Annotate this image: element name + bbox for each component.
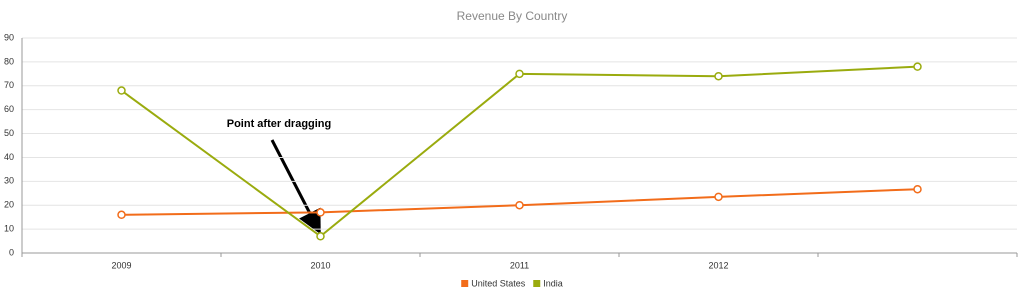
y-tick-label: 40: [4, 152, 14, 162]
y-tick-label: 90: [4, 32, 14, 42]
data-point: [913, 62, 922, 71]
legend-label: United States: [471, 278, 526, 288]
legend-swatch: [461, 280, 469, 287]
data-point: [714, 71, 723, 81]
x-tick-label: 2011: [510, 260, 529, 270]
x-tick-label: 2009: [111, 260, 131, 270]
legend-swatch: [533, 280, 541, 287]
data-point: [515, 69, 524, 79]
y-tick-label: 70: [4, 80, 14, 90]
annotation-arrow: [270, 139, 321, 235]
annotation: Point after dragging: [227, 118, 332, 130]
data-point: [913, 184, 922, 194]
data-point: [117, 210, 126, 220]
y-tick-label: 50: [4, 128, 14, 138]
y-tick-label: 80: [4, 56, 14, 66]
y-tick-label: 60: [4, 104, 14, 114]
data-point: [316, 208, 325, 217]
x-tick-label: 2012: [708, 260, 728, 270]
y-tick-label: 0: [9, 247, 14, 257]
data-point: [714, 192, 723, 202]
data-point: [117, 86, 126, 95]
y-tick-label: 10: [4, 223, 14, 233]
data-point: [515, 200, 524, 210]
x-tick-label: 2010: [310, 260, 330, 270]
y-tick-label: 20: [4, 200, 14, 210]
data-point: [316, 232, 325, 241]
series-line: [120, 65, 918, 238]
chart-title: Revenue By Country: [457, 9, 568, 23]
legend-label: India: [543, 278, 563, 288]
y-tick-label: 30: [4, 176, 14, 186]
